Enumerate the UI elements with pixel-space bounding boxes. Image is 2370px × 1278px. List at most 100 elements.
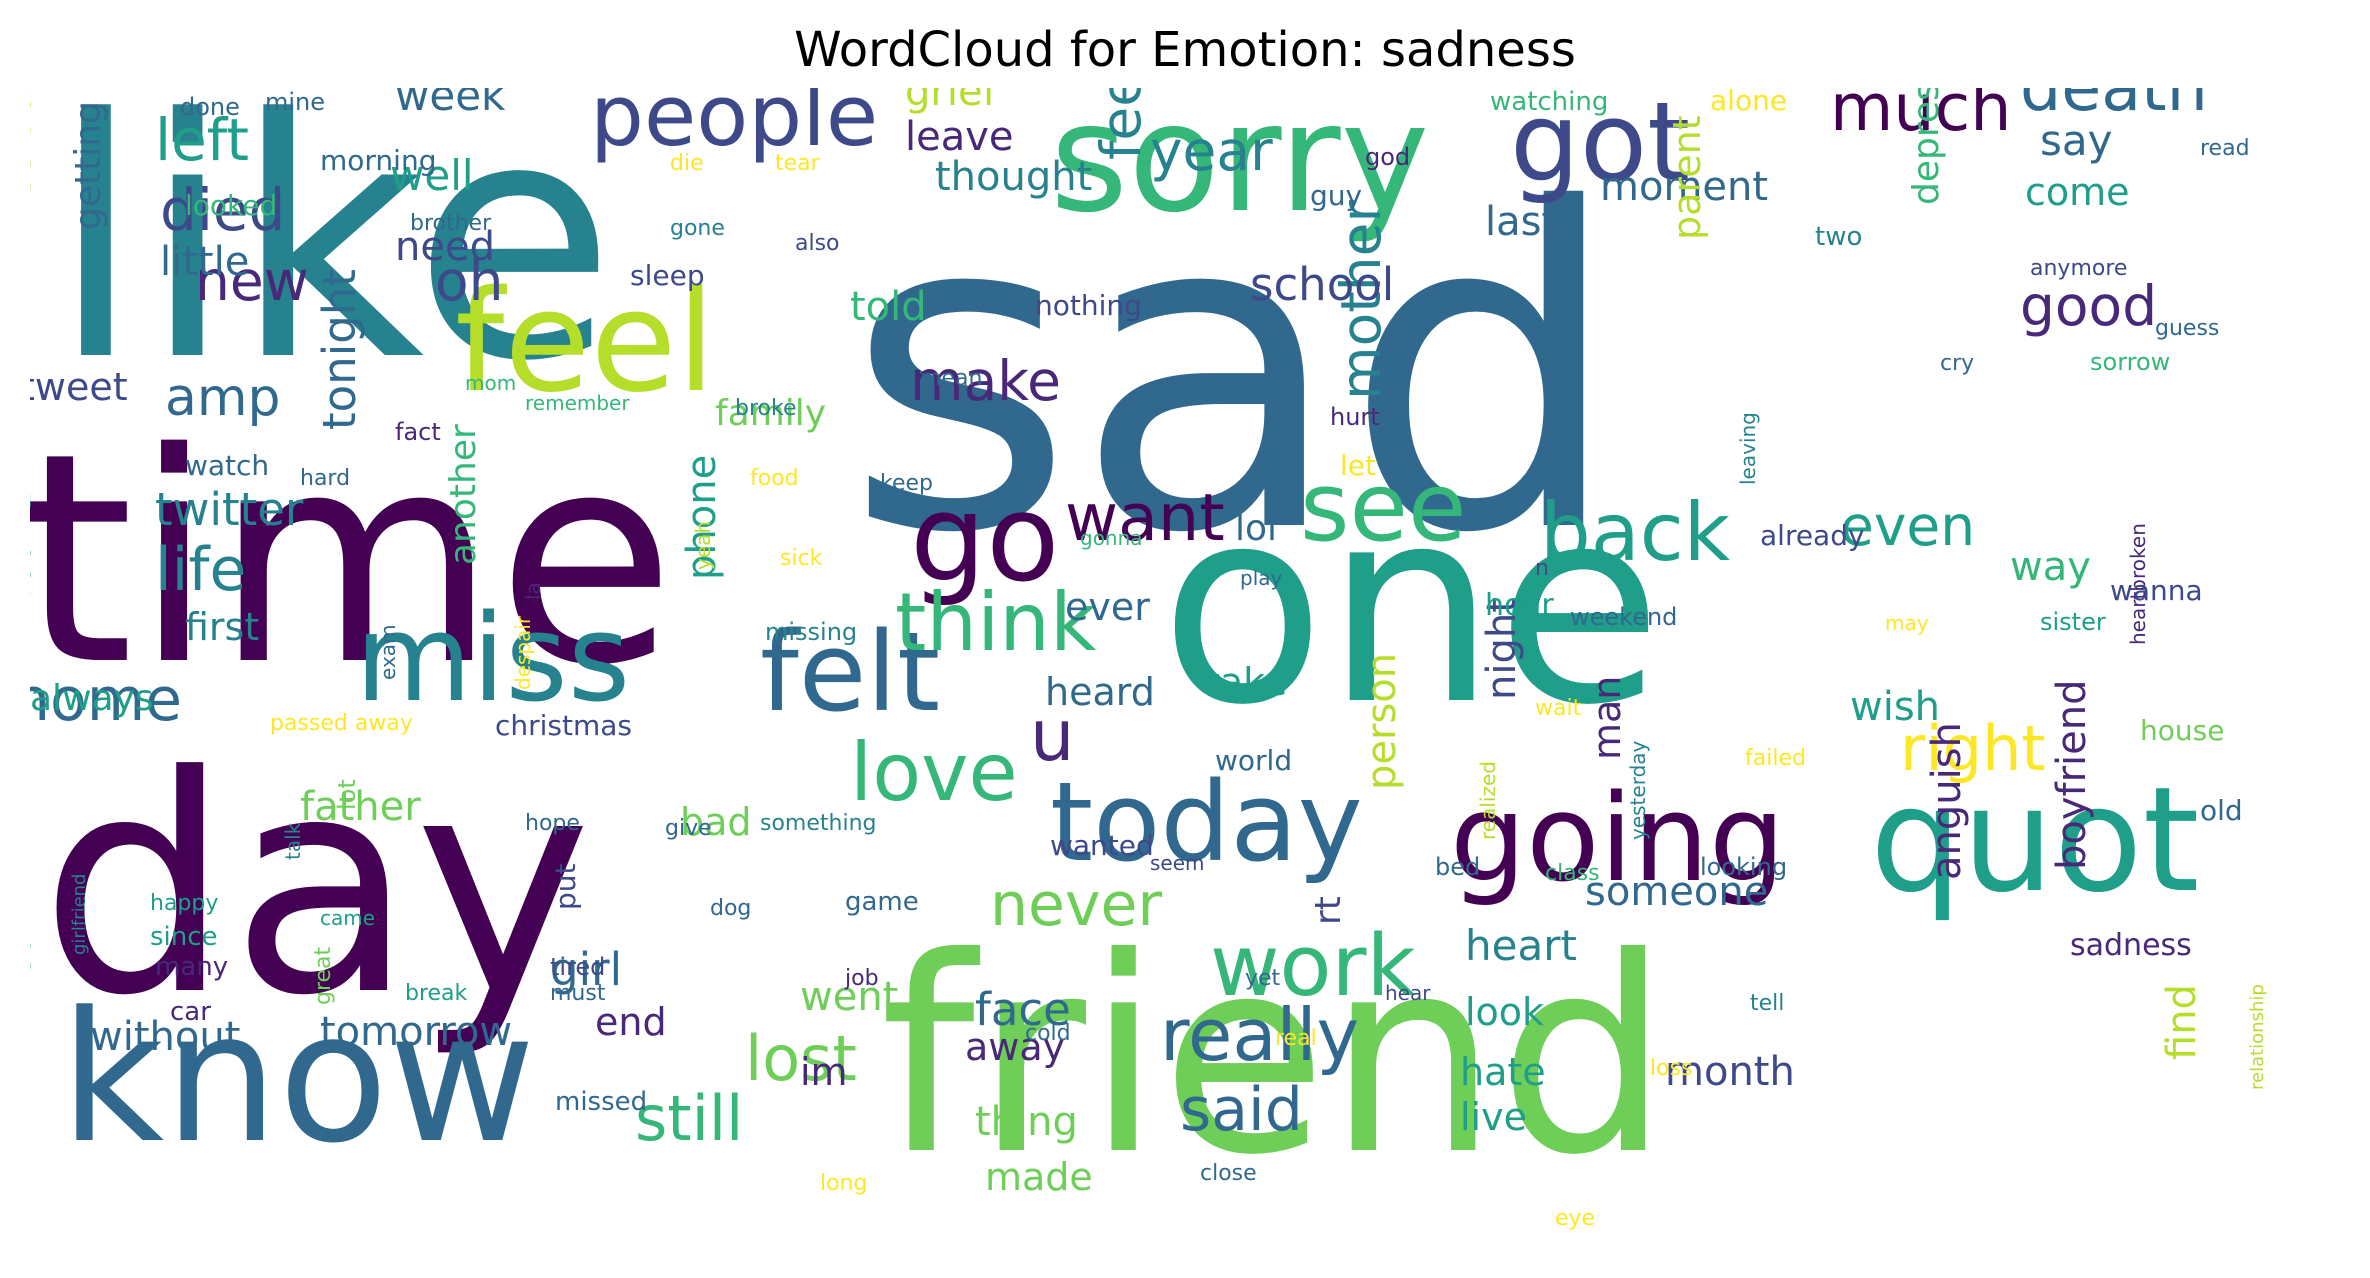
word-saw: saw [30, 901, 39, 975]
word-something: something [760, 811, 876, 836]
word-live: live [1460, 1095, 1527, 1139]
word-depressed: depressed [1906, 88, 1947, 205]
word-bed: bed [1435, 853, 1480, 881]
word-little: little [160, 239, 249, 285]
word-look: look [1465, 990, 1544, 1034]
word-brother: brother [410, 211, 492, 236]
word-see: see [1300, 453, 1466, 563]
word-im: im [800, 1050, 848, 1094]
word-great: great [311, 946, 336, 1005]
word-ever: ever [1065, 585, 1150, 629]
word-got: got [1510, 88, 1690, 206]
word-hate: hate [1460, 1050, 1546, 1094]
word-leave: leave [905, 114, 1014, 160]
word-morning: morning [320, 144, 436, 177]
word-parent: parent [1665, 115, 1709, 240]
word-alone: alone [1710, 88, 1787, 117]
word-friend: friend [880, 899, 1670, 1214]
word-work: work [1210, 917, 1416, 1016]
word-rt: rt [1308, 896, 1349, 925]
word-quot: quot [1870, 756, 2200, 925]
word-found: found [30, 491, 39, 600]
word-realized: realized [1476, 761, 1500, 840]
word-watch: watch [185, 449, 269, 482]
word-felt: felt [760, 608, 940, 736]
word-passed-away: passed away [270, 711, 413, 736]
word-yet: yet [1245, 966, 1281, 991]
word-still: still [635, 1082, 743, 1155]
word-gonna: gonna [1080, 526, 1143, 550]
word-mother: mother [1329, 200, 1393, 400]
word-heard: heard [1045, 670, 1155, 714]
word-die: die [670, 151, 704, 176]
word-wish: wish [1850, 684, 1940, 730]
word-mom: mom [465, 371, 516, 395]
word-way: way [2010, 544, 2091, 590]
word-gone: gone [670, 216, 725, 241]
word-think: think [895, 576, 1097, 669]
word-man: man [1585, 676, 1629, 760]
word-tired: tired [550, 953, 605, 981]
word-amp: amp [165, 368, 281, 428]
word-failed: failed [1745, 746, 1806, 771]
word-break: break [405, 981, 468, 1006]
word-hour: hour [1485, 588, 1554, 623]
word-la: la [521, 582, 545, 600]
word-missed: missed [555, 1087, 647, 1117]
word-came: came [320, 906, 375, 930]
word-seem: seem [1150, 851, 1205, 875]
word-old: old [2200, 794, 2243, 827]
word-make: make [910, 349, 1061, 413]
word-u: u [1030, 695, 1074, 777]
word-year: year [1150, 119, 1273, 183]
word-new: new [195, 249, 309, 313]
word-wanted: wanted [1050, 829, 1154, 862]
word-watching: watching [1490, 88, 1608, 117]
word-first: first [185, 605, 259, 649]
word-anguish: anguish [1924, 722, 1970, 880]
word-sad: sad [845, 117, 1623, 629]
word-death: death [2020, 88, 2208, 126]
word-one: one [1160, 449, 1662, 764]
word-lot: lot [333, 779, 361, 810]
word-heartbroken: heartbroken [2126, 523, 2150, 645]
word-cold: cold [1025, 1021, 1071, 1046]
word-sick: sick [780, 546, 823, 571]
word-lol: lol [1235, 508, 1277, 549]
word-really: really [1160, 993, 1359, 1077]
word-going: going [1450, 770, 1785, 909]
word-bad: bad [680, 800, 752, 844]
word-boyfriend: boyfriend [2049, 679, 2095, 870]
word-cloud: sadliketimedayonefriendfeelknowsorrygetg… [30, 88, 2338, 1248]
word-looking: looking [1700, 853, 1787, 881]
word-need: need [395, 224, 495, 270]
word-moment: moment [1600, 164, 1768, 210]
word-died: died [160, 176, 285, 244]
word-weekend: weekend [1570, 603, 1677, 631]
word-hope: hope [525, 811, 580, 836]
word-christmas: christmas [495, 709, 632, 742]
word-cry: cry [1940, 351, 1974, 376]
word-may: may [1885, 611, 1929, 635]
word-love: love [850, 726, 1018, 819]
word-yesterday: yesterday [1626, 740, 1650, 840]
word-twitter: twitter [155, 483, 304, 536]
word-week: week [395, 88, 506, 120]
word-done: done [180, 93, 240, 121]
word-lost: lost [745, 1022, 857, 1095]
word-night: night [1479, 597, 1525, 700]
word-girl: girl [550, 943, 622, 996]
word-never: never [990, 870, 1162, 940]
word-go: go [910, 470, 1060, 609]
word-someone: someone [1585, 869, 1768, 915]
word-tonight: tonight [313, 269, 366, 430]
word-real: real [1275, 1026, 1317, 1051]
word-tomorrow: tomorrow [320, 1009, 512, 1055]
word-let: let [1340, 449, 1376, 482]
word-person: person [1359, 653, 1405, 790]
word-heart: heart [1465, 921, 1577, 970]
word-today: today [1050, 758, 1363, 886]
word-feel: feel [455, 261, 715, 424]
chart-title: WordCloud for Emotion: sadness [794, 22, 1576, 78]
word-must: must [550, 981, 606, 1006]
